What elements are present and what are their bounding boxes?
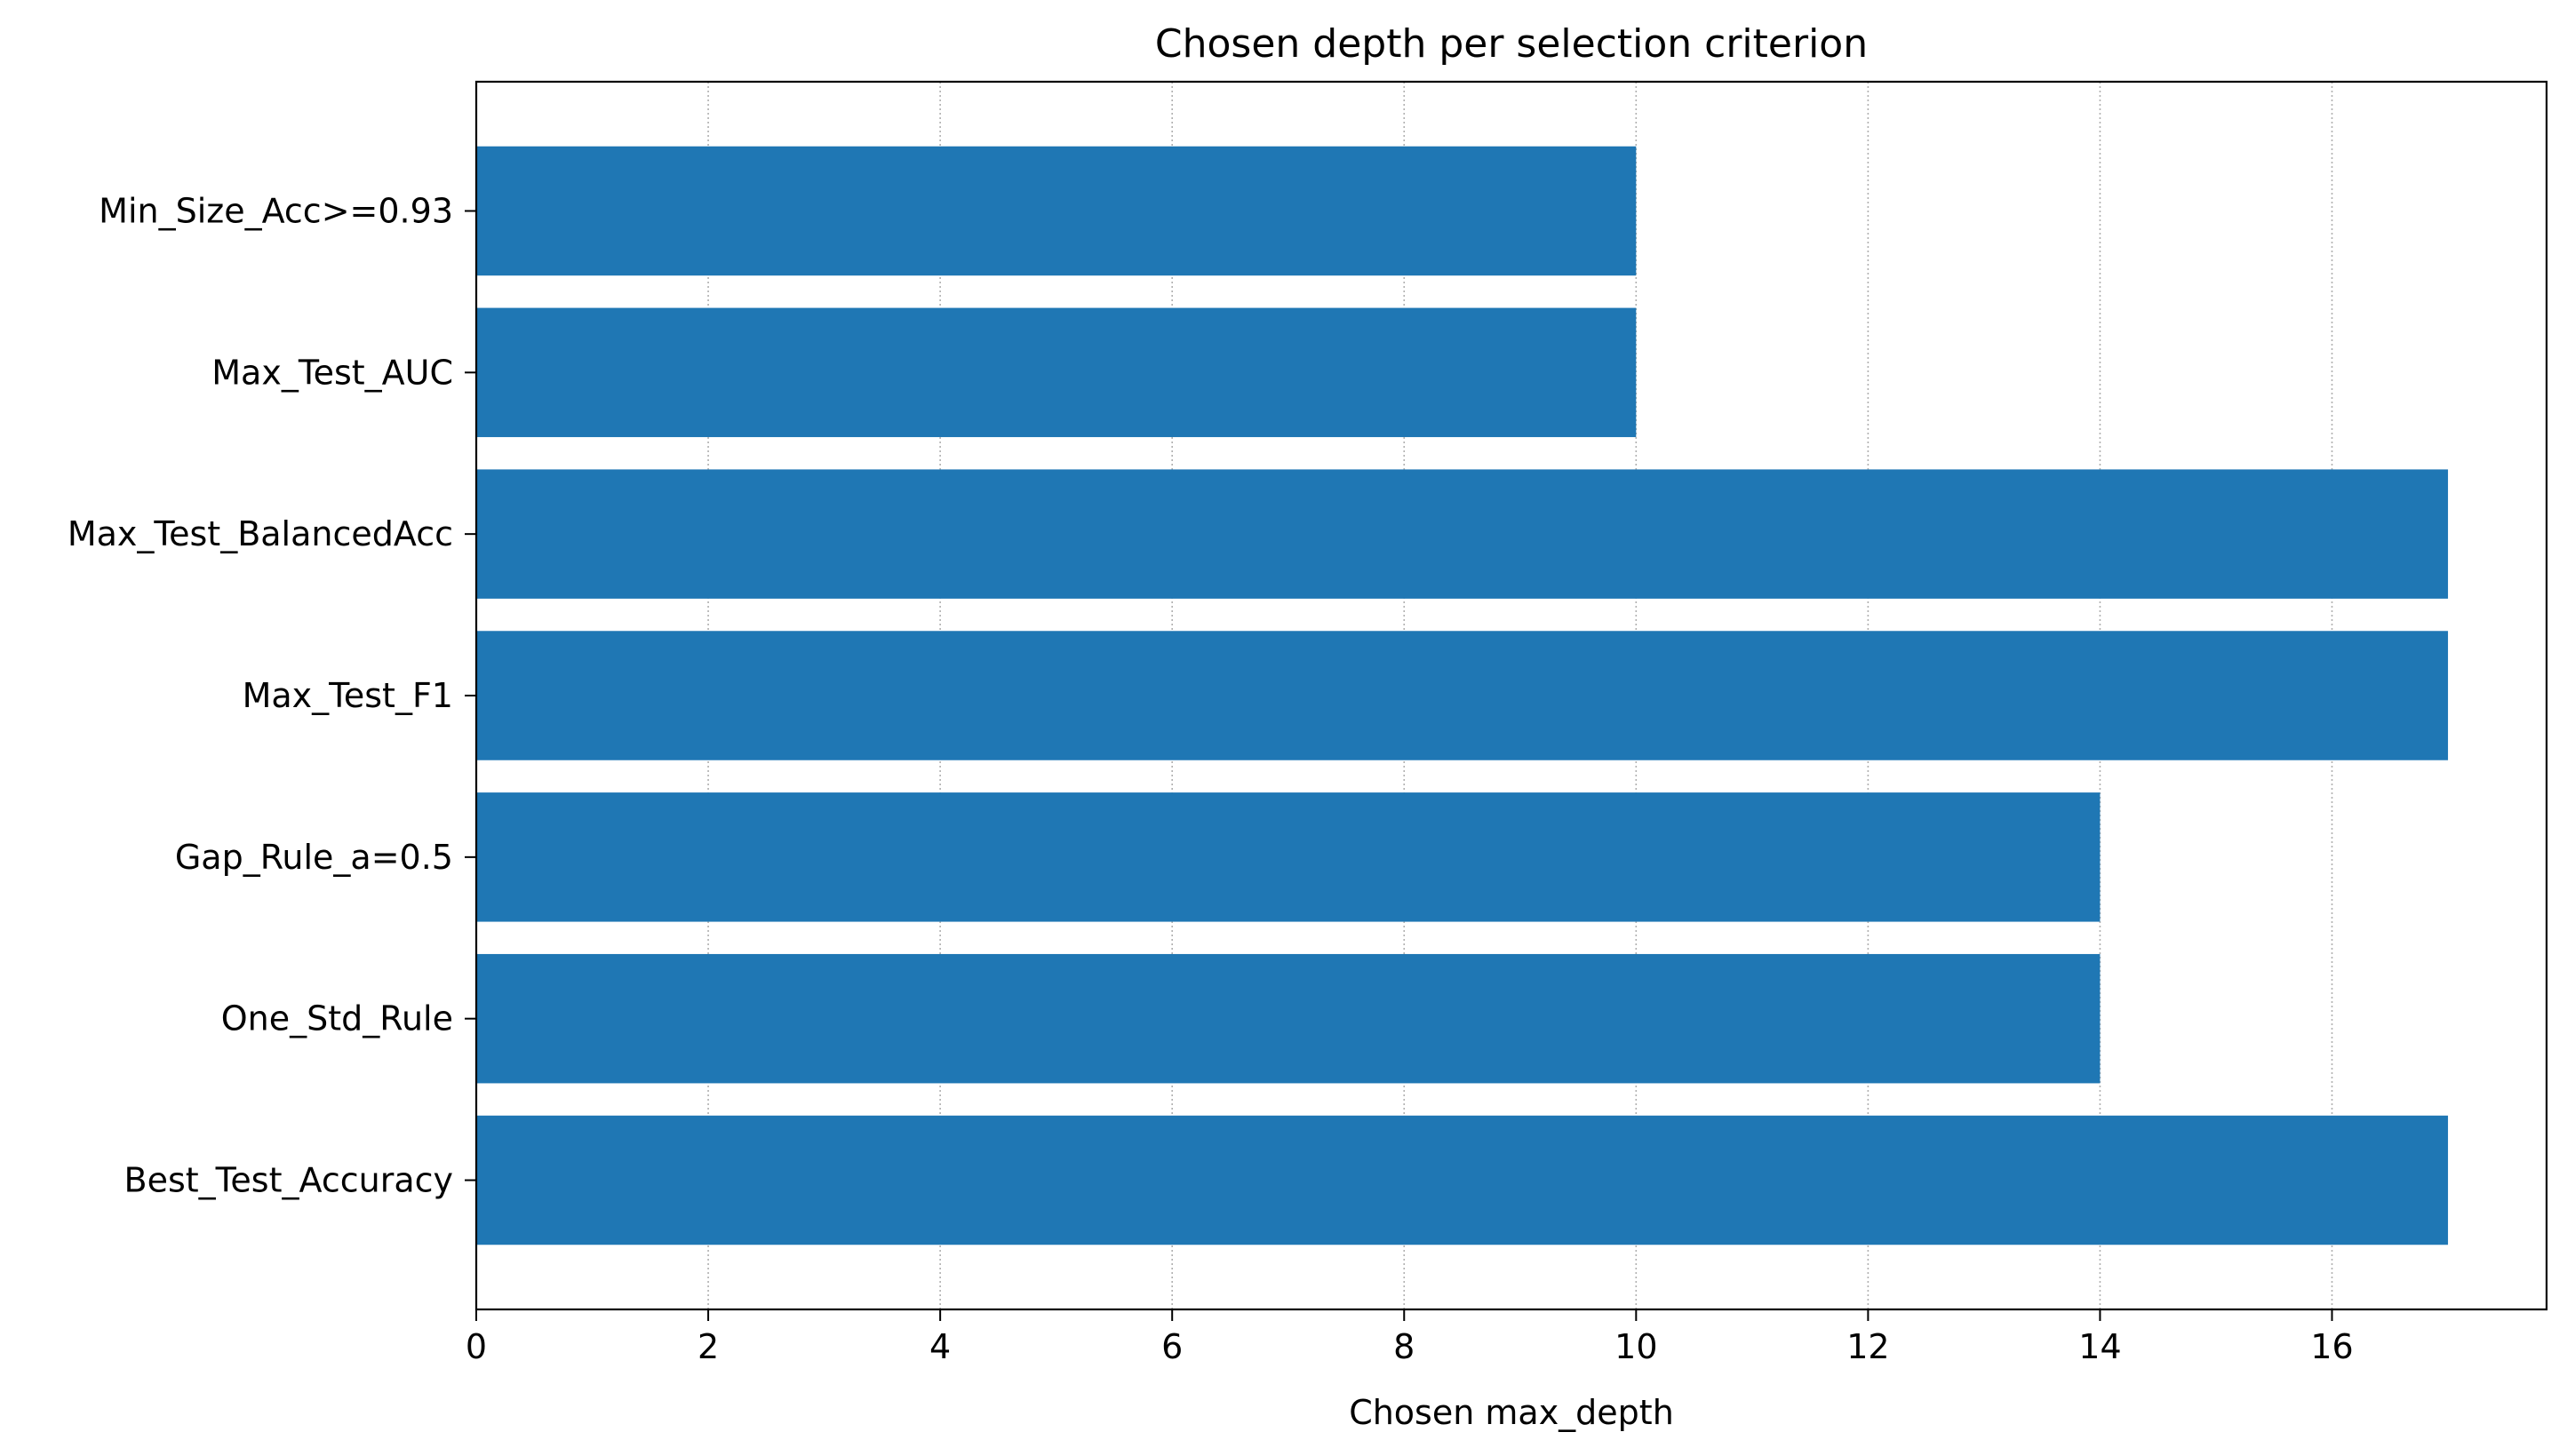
x-axis-ticks: 0 2 4 6 8 10 12 14 16 [466, 1309, 2354, 1366]
bar-best-test-accuracy [476, 1115, 2449, 1245]
chart-title: Chosen depth per selection criterion [1155, 21, 1868, 67]
bars [476, 146, 2449, 1245]
x-tick-label: 6 [1161, 1327, 1183, 1366]
y-tick-label: Max_Test_F1 [243, 676, 453, 715]
x-tick-label: 12 [1846, 1327, 1889, 1366]
bar-max-test-balancedacc [476, 469, 2449, 599]
x-tick-label: 2 [698, 1327, 719, 1366]
y-tick-label: Max_Test_BalancedAcc [68, 514, 453, 553]
x-axis-label: Chosen max_depth [1349, 1393, 1674, 1432]
x-tick-label: 8 [1393, 1327, 1415, 1366]
x-tick-label: 16 [2310, 1327, 2353, 1366]
x-tick-label: 4 [929, 1327, 951, 1366]
y-axis-ticks: Best_Test_Accuracy One_Std_Rule Gap_Rule_a… [68, 191, 476, 1200]
bar-max-test-auc [476, 307, 1637, 438]
bar-max-test-f1 [476, 631, 2449, 760]
y-tick-label: Max_Test_AUC [211, 353, 453, 392]
bar-gap-rule-a-0-5 [476, 792, 2101, 922]
y-tick-label: Gap_Rule_a=0.5 [175, 838, 453, 877]
x-tick-label: 0 [466, 1327, 487, 1366]
bar-one-std-rule [476, 953, 2101, 1084]
bar-min-size-acc-0-93 [476, 146, 1637, 276]
y-tick-label: One_Std_Rule [221, 999, 453, 1038]
y-tick-label: Best_Test_Accuracy [124, 1161, 453, 1200]
x-tick-label: 10 [1614, 1327, 1657, 1366]
y-tick-label: Min_Size_Acc>=0.93 [99, 191, 453, 230]
x-tick-label: 14 [2078, 1327, 2121, 1366]
